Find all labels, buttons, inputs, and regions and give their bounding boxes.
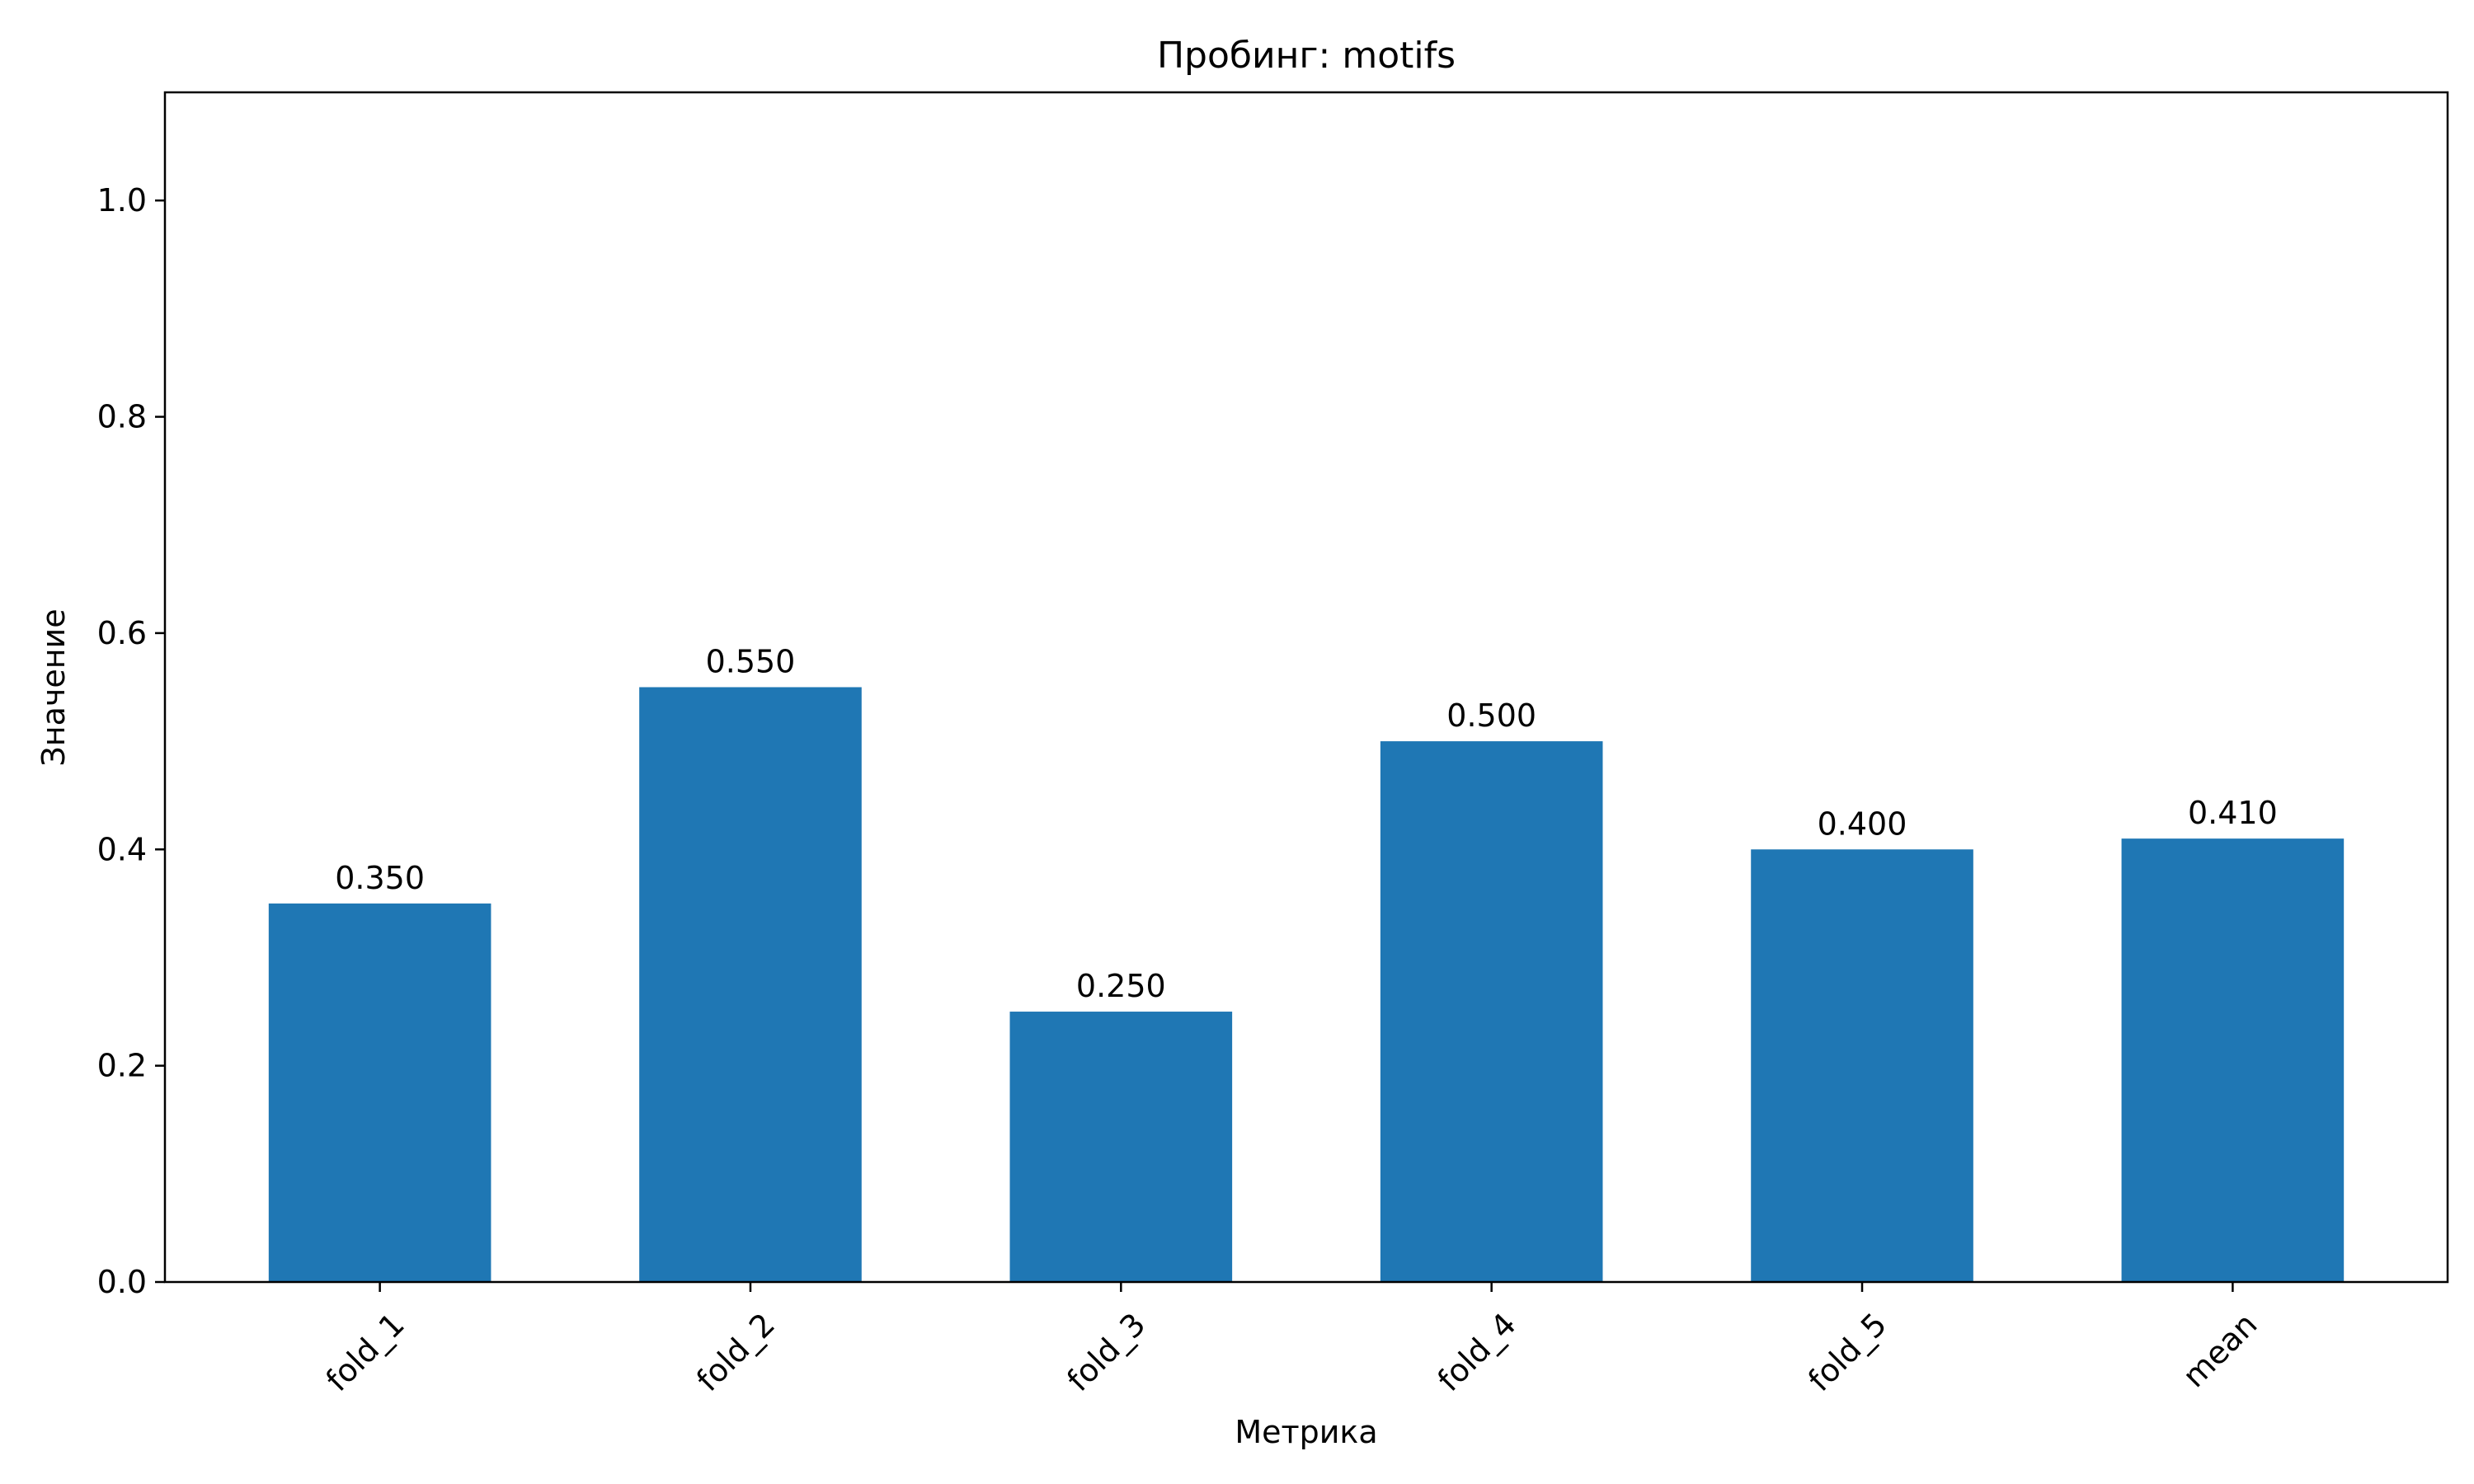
y-tick-label: 0.8 bbox=[97, 399, 147, 435]
data-label-fold-4: 0.500 bbox=[1446, 697, 1536, 734]
data-label-mean: 0.410 bbox=[2188, 795, 2278, 831]
chart-title: Пробинг: motifs bbox=[1157, 35, 1456, 77]
bar-fold-4 bbox=[1380, 741, 1603, 1282]
y-tick-label: 0.4 bbox=[97, 831, 147, 867]
bar-fold-3 bbox=[1009, 1012, 1233, 1282]
data-label-fold-2: 0.550 bbox=[706, 644, 796, 680]
x-tick-label-mean: mean bbox=[2175, 1306, 2264, 1394]
data-label-fold-1: 0.350 bbox=[335, 860, 425, 896]
bar-fold-1 bbox=[268, 903, 492, 1282]
data-label-fold-3: 0.250 bbox=[1076, 968, 1166, 1004]
data-label-fold-5: 0.400 bbox=[1818, 805, 1907, 842]
x-axis-label: Метрика bbox=[1235, 1414, 1377, 1450]
plot-frame bbox=[163, 91, 2449, 1284]
x-tick-label-fold-4: fold_4 bbox=[1431, 1306, 1523, 1398]
y-axis-label: Значение bbox=[35, 608, 72, 766]
bar-mean bbox=[2121, 838, 2345, 1282]
y-tick-label: 0.6 bbox=[97, 615, 147, 651]
y-tick-label: 0.2 bbox=[97, 1048, 147, 1084]
bar-fold-5 bbox=[1751, 849, 1973, 1282]
x-tick-label-fold-1: fold_1 bbox=[319, 1306, 412, 1398]
y-tick-label: 1.0 bbox=[97, 182, 147, 218]
x-tick-label-fold-2: fold_2 bbox=[689, 1306, 782, 1398]
y-tick-label: 0.0 bbox=[97, 1264, 147, 1300]
x-tick-label-fold-3: fold_3 bbox=[1060, 1306, 1152, 1398]
x-tick-label-fold-5: fold_5 bbox=[1801, 1306, 1893, 1398]
bar-fold-2 bbox=[639, 687, 862, 1282]
